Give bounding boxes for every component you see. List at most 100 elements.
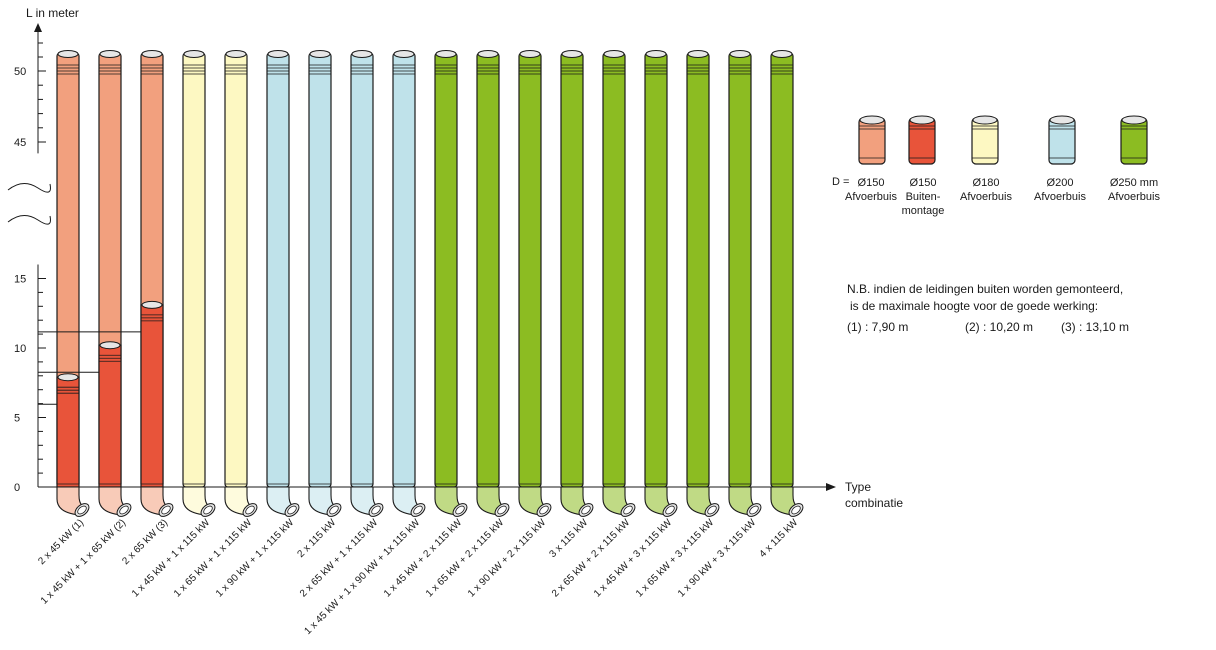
- x-tick-label: 4 x 115 kW: [757, 517, 800, 560]
- pipe-top-cap: [141, 50, 163, 58]
- note-outdoor-2: (2) : 10,20 m: [965, 320, 1034, 334]
- pipe-top-cap: [561, 50, 583, 58]
- legend-swatch-cap: [1121, 115, 1147, 125]
- pipe-bar: [224, 52, 248, 488]
- pipe-elbow-opening-inner: [161, 505, 171, 515]
- pipe-bar: [644, 52, 668, 488]
- x-tick-label: 1 x 65 kW + 1 x 115 kW: [172, 517, 255, 600]
- y-tick-label: 45: [14, 137, 26, 149]
- legend-swatch: [1120, 117, 1148, 165]
- x-tick-label: 2 x 65 kW + 2 x 115 kW: [550, 517, 633, 600]
- y-axis-arrow: [34, 23, 42, 32]
- axis-break-upper: [7, 183, 51, 193]
- y-tick-label: 15: [14, 274, 26, 286]
- pipe-elbow-opening-inner: [455, 505, 465, 515]
- pipe-outdoor-cap: [141, 300, 163, 309]
- pipe-top-cap: [729, 50, 751, 58]
- pipe-top-cap: [603, 50, 625, 58]
- x-tick-label: 2 x 115 kW: [295, 517, 338, 560]
- pipe-bar: [308, 52, 332, 488]
- pipe-top-cap: [183, 50, 205, 58]
- legend-label-d200: Ø200 Afvoerbuis: [1034, 177, 1086, 203]
- pipe-outdoor-section: [56, 376, 80, 488]
- pipe-bar: [728, 52, 752, 488]
- legend-swatch-cap: [972, 115, 998, 125]
- pipe-elbow-opening-inner: [623, 505, 633, 515]
- pipe-bar: [266, 52, 290, 488]
- pipe-top-cap: [57, 50, 79, 58]
- pipe-top-cap: [477, 50, 499, 58]
- pipe-elbow-opening-inner: [791, 505, 801, 515]
- pipe-top-cap: [99, 50, 121, 58]
- legend-label-d250: Ø250 mm Afvoerbuis: [1108, 177, 1160, 203]
- pipe-elbow-opening-inner: [371, 505, 381, 515]
- note-outdoor-1: (1) : 7,90 m: [847, 320, 909, 334]
- pipe-elbow-opening-inner: [119, 505, 129, 515]
- pipe-top-cap: [687, 50, 709, 58]
- pipe-elbow-opening-inner: [707, 505, 717, 515]
- x-tick-label: 1 x 45 kW + 1 x 65 kW (2): [39, 517, 128, 606]
- pipe-elbow-opening-inner: [77, 505, 87, 515]
- x-tick-label: 1 x 45 kW + 2 x 115 kW: [382, 517, 465, 600]
- pipe-top-cap: [351, 50, 373, 58]
- pipe-elbow-opening-inner: [413, 505, 423, 515]
- legend-label-d150: Ø150 Afvoerbuis: [845, 177, 897, 203]
- y-tick-label: 5: [14, 413, 20, 425]
- pipe-bar: [602, 52, 626, 488]
- pipe-bar: [182, 52, 206, 488]
- pipe-elbow-opening-inner: [245, 505, 255, 515]
- pipe-top-cap: [309, 50, 331, 58]
- legend-swatch: [908, 117, 936, 165]
- y-tick-label: 50: [14, 66, 26, 78]
- pipe-bar: [560, 52, 584, 488]
- note-outdoor-3: (3) : 13,10 m: [1061, 320, 1130, 334]
- pipe-top-cap: [771, 50, 793, 58]
- pipe-bar: [434, 52, 458, 488]
- legend-swatch-cap: [1049, 115, 1075, 125]
- y-tick-label: 10: [14, 343, 26, 355]
- axis-break-lower: [7, 215, 51, 225]
- legend-prefix: D =: [832, 176, 850, 188]
- pipe-outdoor-cap: [99, 341, 121, 350]
- x-tick-label: 3 x 115 kW: [547, 517, 590, 560]
- legend-swatch-cap: [859, 115, 885, 125]
- x-tick-label: 1 x 45 kW + 1 x 115 kW: [130, 517, 213, 600]
- x-tick-label: 1 x 90 kW + 3 x 115 kW: [676, 517, 759, 600]
- pipe-bar: [392, 52, 416, 488]
- x-tick-label: 1 x 90 kW + 2 x 115 kW: [466, 517, 549, 600]
- legend-swatch: [858, 117, 886, 165]
- pipe-outdoor-section: [140, 304, 164, 488]
- pipe-elbow-opening-inner: [497, 505, 507, 515]
- pipe-bar: [476, 52, 500, 488]
- pipe-top-cap: [519, 50, 541, 58]
- pipe-elbow-opening-inner: [539, 505, 549, 515]
- legend-label-d150-outdoor: Ø150 Buiten-montage: [901, 177, 945, 217]
- legend-swatch-cap: [909, 115, 935, 125]
- pipe-bar: [686, 52, 710, 488]
- y-tick-label: 0: [14, 482, 20, 494]
- x-axis-arrow: [826, 483, 836, 491]
- pipe-elbow-opening-inner: [749, 505, 759, 515]
- pipe-top-cap: [267, 50, 289, 58]
- pipe-elbow-opening-inner: [581, 505, 591, 515]
- y-axis-label: L in meter: [26, 6, 79, 20]
- x-tick-label: 1 x 45 kW + 3 x 115 kW: [592, 517, 675, 600]
- pipe-top-cap: [393, 50, 415, 58]
- pipe-top-cap: [435, 50, 457, 58]
- legend-swatch: [1048, 117, 1076, 165]
- legend-label-d180: Ø180 Afvoerbuis: [960, 177, 1012, 203]
- pipe-bar: [350, 52, 374, 488]
- pipe-bar: [518, 52, 542, 488]
- pipe-top-cap: [225, 50, 247, 58]
- pipe-outdoor-cap: [57, 373, 79, 382]
- pipe-outdoor-section: [98, 344, 122, 488]
- legend-swatch: [971, 117, 999, 165]
- x-tick-label: 1 x 65 kW + 3 x 115 kW: [634, 517, 717, 600]
- x-axis-label-line2: combinatie: [845, 496, 904, 510]
- pipe-elbow-opening-inner: [203, 505, 213, 515]
- note-line-1: N.B. indien de leidingen buiten worden g…: [847, 282, 1124, 296]
- pipe-top-cap: [645, 50, 667, 58]
- pipe-elbow-opening-inner: [329, 505, 339, 515]
- note-line-2: is de maximale hoogte voor de goede werk…: [850, 299, 1099, 313]
